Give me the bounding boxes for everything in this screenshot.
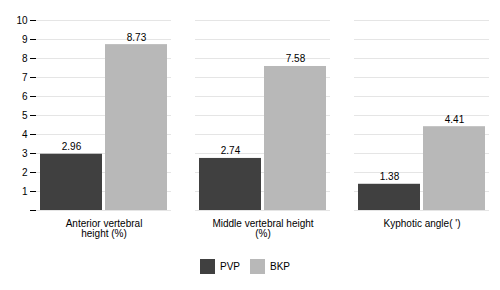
svg-text:6: 6 [22, 91, 28, 102]
svg-text:4: 4 [22, 129, 28, 140]
svg-text:4.41: 4.41 [445, 114, 465, 125]
svg-text:1.38: 1.38 [380, 171, 400, 182]
svg-text:5: 5 [22, 110, 28, 121]
html-text:PVP: PVP [220, 261, 240, 272]
svg-text:9: 9 [22, 34, 28, 45]
svg-text:8.73: 8.73 [127, 32, 147, 43]
svg-text:7.58: 7.58 [286, 53, 306, 64]
svg-text:Anterior vertebralheight (%): Anterior vertebralheight (%) [66, 218, 143, 239]
svg-text:2: 2 [22, 167, 28, 178]
svg-text:2.96: 2.96 [62, 141, 82, 152]
svg-text:1: 1 [22, 186, 28, 197]
svg-text:7: 7 [22, 72, 28, 83]
svg-text:10: 10 [16, 15, 28, 26]
svg-text:2.74: 2.74 [221, 145, 241, 156]
html-text:BKP: BKP [270, 261, 290, 272]
svg-text:Middle vertebral height(%): Middle vertebral height(%) [212, 218, 313, 239]
svg-text:3: 3 [22, 148, 28, 159]
svg-text:Kyphotic angle( '): Kyphotic angle( ') [384, 218, 461, 229]
svg-text:8: 8 [22, 53, 28, 64]
